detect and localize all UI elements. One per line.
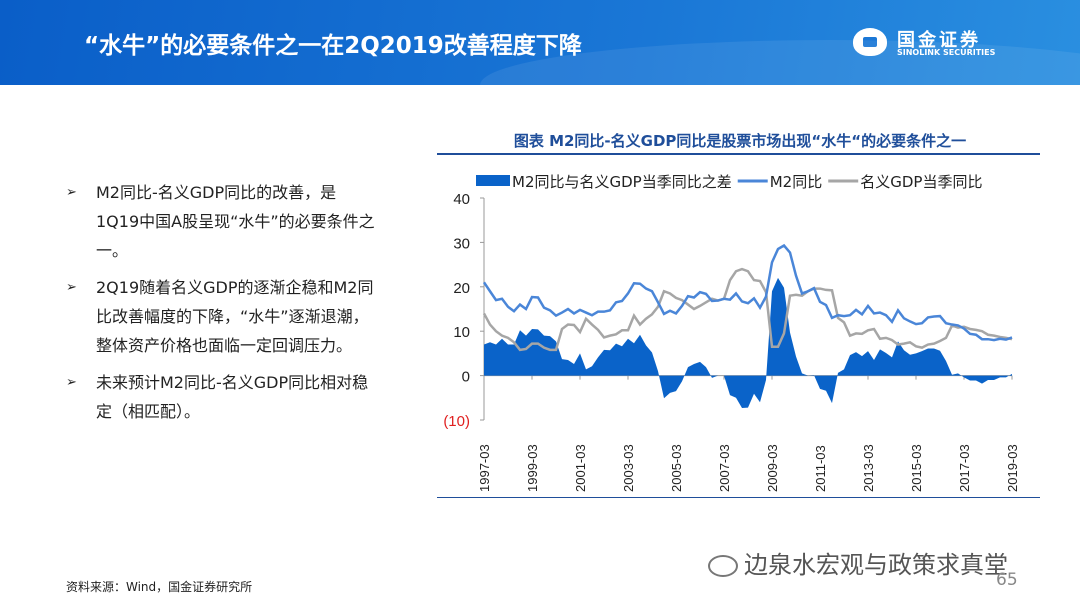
arrow-bullet-icon: ➢ [66,280,77,295]
legend-swatch [476,175,510,186]
x-tick-label: 2009-03 [765,444,780,492]
chart: 40 30 20 10 0 (10) 1997-03 1999-03 2001-03 2003-0… [443,173,1020,492]
chart-title: 图表 M2同比-名义GDP同比是股票市场出现“水牛“的必要条件之一 [513,132,967,150]
legend-label: 名义GDP当季同比 [860,173,982,191]
source-note: 资料来源：Wind，国金证券研究所 [66,580,253,594]
x-tick-label: 2007-03 [717,444,732,492]
x-tick-label: 2017-03 [957,444,972,492]
x-tick-label: 1997-03 [477,444,492,492]
bullet-item: ➢ 未来预计M2同比-名义GDP同比相对稳定（相匹配）。 [66,368,376,426]
y-tick-label: 20 [453,280,470,297]
x-tick-label: 2005-03 [669,444,684,492]
bullet-list: ➢ M2同比-名义GDP同比的改善，是1Q19中国A股呈现“水牛”的必要条件之一。… [66,178,376,434]
chart-bottom-rule [437,497,1040,498]
x-tick-label: 2011-03 [813,445,828,492]
legend-label: M2同比与名义GDP当季同比之差 [512,173,732,191]
x-tick-label: 1999-03 [525,444,540,492]
diff-area [484,277,1012,409]
gdp-line [482,267,1013,352]
x-tick-label: 2001-03 [573,444,588,492]
y-tick-label: (10) [443,413,470,430]
y-tick-label: 40 [453,191,470,208]
legend-label: M2同比 [770,173,823,191]
y-tick-label: 30 [453,235,470,252]
y-tick-label: 0 [462,369,470,386]
bullet-item: ➢ 2Q19随着名义GDP的逐渐企稳和M2同比改善幅度的下降，“水牛”逐渐退潮，整… [66,273,376,360]
m2-line [482,243,1013,342]
logo-en: SINOLINK SECURITIES [897,48,996,57]
wechat-icon [708,555,738,577]
x-tick-label: 2003-03 [621,444,636,492]
chart-title-rule [437,153,1040,155]
header-bar: “水牛”的必要条件之一在2Q2019改善程度下降 国金证券 SINOLINK S… [0,0,1080,85]
page-number: 65 [996,570,1018,590]
y-tick-label: 10 [453,324,470,341]
slide-title: “水牛”的必要条件之一在2Q2019改善程度下降 [84,33,582,59]
arrow-bullet-icon: ➢ [66,375,77,390]
x-tick-label: 2013-03 [861,444,876,492]
watermark: 边泉水宏观与政策求真堂 [708,545,1008,580]
logo-cn: 国金证券 [897,30,981,51]
bullet-item: ➢ M2同比-名义GDP同比的改善，是1Q19中国A股呈现“水牛”的必要条件之一。 [66,178,376,265]
arrow-bullet-icon: ➢ [66,185,77,200]
x-tick-label: 2019-03 [1005,444,1020,492]
logo-mark-icon [853,28,887,56]
x-tick-label: 2015-03 [909,444,924,492]
